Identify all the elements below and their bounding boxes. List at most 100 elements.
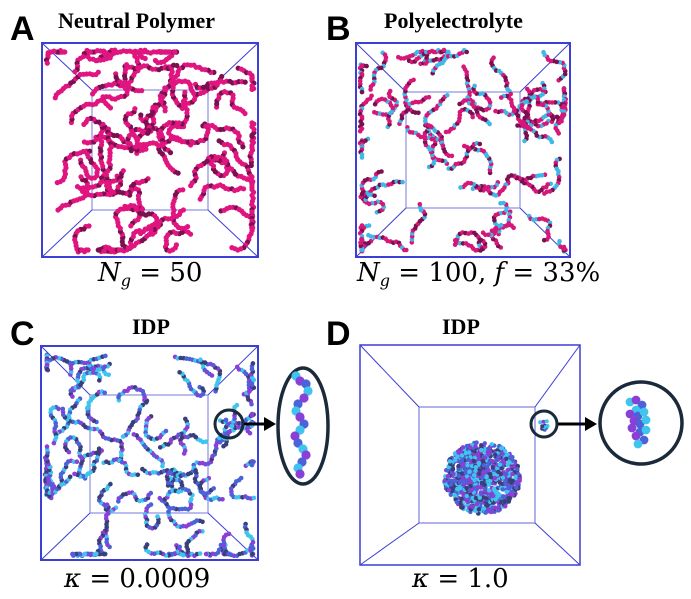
bead (103, 353, 108, 359)
bead (458, 485, 463, 491)
bead (501, 495, 506, 500)
bead (496, 454, 501, 459)
bead (451, 485, 456, 491)
bead (475, 501, 480, 507)
bead (411, 77, 416, 83)
bead (469, 464, 475, 469)
bead (74, 459, 80, 465)
panel-title-polyelectrolyte: Polyelectrolyte (384, 8, 523, 33)
bead (464, 443, 470, 449)
bead (242, 110, 248, 117)
bead (85, 247, 91, 253)
bead (295, 469, 305, 479)
bead (144, 542, 150, 547)
bead (503, 504, 508, 509)
bead (482, 455, 488, 460)
bead (500, 487, 505, 492)
bead (120, 434, 126, 439)
bead (157, 495, 163, 501)
bead (482, 482, 487, 488)
bead (499, 446, 504, 451)
bead (223, 417, 229, 423)
bead (490, 459, 495, 464)
bead (476, 507, 482, 512)
bead (72, 69, 78, 75)
bead (70, 394, 75, 399)
bead (249, 120, 255, 126)
bead (157, 445, 163, 450)
formula-c: κ = 0.0009 (64, 566, 210, 592)
bead (470, 495, 476, 501)
bead (472, 478, 477, 483)
bead (631, 431, 641, 441)
bead (508, 91, 513, 97)
formula-a-rest: = 50 (131, 258, 203, 288)
bead (470, 114, 476, 120)
bead (442, 478, 447, 484)
bead (148, 490, 154, 496)
formula-a: Ng = 50 (98, 260, 202, 289)
bead (132, 106, 138, 112)
bead (478, 237, 484, 243)
bead (204, 158, 210, 164)
bead (545, 424, 550, 428)
bead (100, 94, 106, 100)
bead (464, 485, 469, 491)
bead (459, 453, 465, 458)
bead (180, 187, 186, 193)
bead (234, 364, 240, 370)
bead (480, 475, 485, 480)
bead (491, 471, 496, 477)
bead (404, 247, 409, 253)
bead (120, 168, 126, 174)
bead (51, 440, 57, 446)
bead (483, 510, 488, 515)
bead (372, 193, 377, 199)
formula-b-var: N (357, 258, 380, 288)
bead (79, 188, 86, 194)
bead (131, 432, 137, 437)
bead (191, 90, 197, 96)
bead (95, 69, 101, 75)
bead (456, 463, 461, 469)
bead (81, 121, 87, 127)
bead (500, 458, 505, 463)
panel-title-idp-d: IDP (442, 314, 480, 339)
bead (500, 475, 506, 480)
bead (485, 502, 490, 508)
bead (464, 474, 470, 479)
bead (299, 393, 309, 403)
bead (44, 444, 50, 449)
bead (490, 509, 495, 514)
bead (426, 94, 432, 100)
bead (84, 151, 90, 157)
bead (494, 458, 499, 463)
bead (359, 155, 365, 160)
bead (627, 423, 637, 433)
bead (138, 112, 144, 118)
bead (209, 373, 215, 378)
bead (474, 440, 479, 445)
bead (486, 468, 491, 473)
bead (517, 476, 522, 482)
bead (558, 117, 564, 123)
bead (483, 486, 488, 491)
bead (499, 450, 505, 456)
bead (167, 150, 174, 156)
bead (107, 105, 114, 111)
bead (486, 506, 491, 512)
bead (469, 487, 474, 492)
bead (451, 478, 456, 483)
bead (479, 443, 484, 448)
bead (249, 209, 255, 215)
bead (554, 114, 560, 120)
bead (95, 247, 101, 253)
bead (458, 500, 463, 505)
bead (249, 413, 255, 418)
bead (372, 101, 378, 107)
bead (637, 400, 647, 410)
bead (67, 474, 73, 480)
bead (44, 366, 50, 372)
bead (220, 497, 225, 502)
bead (503, 478, 508, 484)
